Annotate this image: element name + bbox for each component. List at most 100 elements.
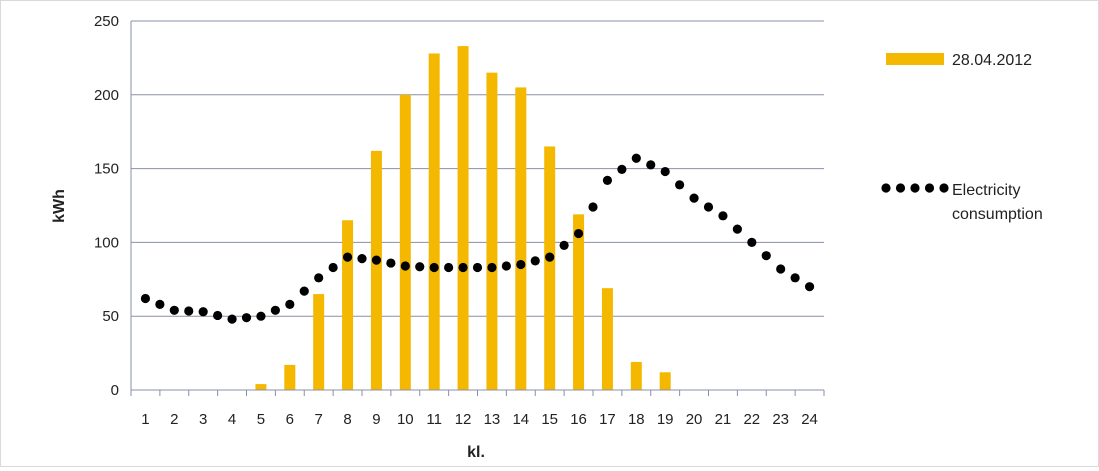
consumption-point <box>198 307 208 317</box>
y-tick-label: 200 <box>94 87 119 104</box>
x-tick-label: 10 <box>397 411 414 428</box>
consumption-point <box>400 261 410 271</box>
consumption-point <box>718 211 728 221</box>
bar <box>428 53 440 391</box>
legend: 28.04.2012 Electricity consumption <box>881 52 1043 223</box>
y-tick-label: 50 <box>102 308 119 325</box>
legend-label-line: Electricity consumption <box>952 182 1043 223</box>
consumption-point <box>516 259 526 270</box>
y-tick-label: 150 <box>94 161 119 178</box>
consumption-point <box>169 305 179 315</box>
bar <box>601 288 613 390</box>
x-tick-label: 7 <box>315 411 323 428</box>
legend-label-bars: 28.04.2012 <box>952 52 1032 69</box>
consumption-dot <box>530 256 540 266</box>
consumption-dot <box>703 202 714 212</box>
bar <box>630 361 642 390</box>
consumption-dot <box>213 310 223 321</box>
consumption-point <box>602 175 613 186</box>
x-tick-label: 5 <box>257 411 265 428</box>
x-axis-title: kl. <box>467 444 485 461</box>
consumption-point <box>747 237 757 247</box>
x-tick-label: 1 <box>141 411 149 428</box>
consumption-point <box>429 262 439 273</box>
x-tick-label: 9 <box>372 411 380 428</box>
x-tick-label: 16 <box>570 411 587 428</box>
consumption-dot <box>501 261 511 271</box>
consumption-dot <box>444 262 454 273</box>
x-tick-label: 12 <box>455 411 472 428</box>
bar <box>342 220 354 390</box>
x-tick-label: 6 <box>286 411 294 428</box>
legend-swatch-line <box>881 183 949 193</box>
consumption-dot <box>155 299 165 309</box>
bar <box>457 46 469 390</box>
consumption-point <box>545 252 555 262</box>
x-tick-label: 13 <box>484 411 501 428</box>
consumption-point <box>458 262 468 273</box>
consumption-dot <box>617 164 627 174</box>
consumption-point <box>227 314 237 324</box>
legend-label-line-2: consumption <box>952 206 1043 223</box>
consumption-point <box>631 153 641 163</box>
consumption-dot <box>790 273 800 283</box>
y-tick-label: 0 <box>111 382 119 399</box>
x-tick-label: 21 <box>715 411 732 428</box>
bar <box>255 384 267 390</box>
bar <box>370 150 382 390</box>
x-tick-label: 17 <box>599 411 616 428</box>
consumption-point <box>371 255 382 265</box>
consumption-point <box>804 282 815 292</box>
consumption-dot <box>559 240 569 250</box>
legend-dot <box>881 183 891 193</box>
consumption-dot <box>415 262 425 272</box>
legend-swatch-bars <box>886 53 944 65</box>
consumption-dot <box>732 224 742 234</box>
x-tick-label: 4 <box>228 411 236 428</box>
consumption-dot <box>588 202 598 212</box>
bar <box>544 146 556 390</box>
consumption-point <box>342 252 353 262</box>
consumption-dot <box>761 251 771 261</box>
consumption-dot <box>646 160 656 170</box>
consumption-dot <box>357 254 367 264</box>
bar <box>573 214 585 390</box>
consumption-dot <box>299 286 309 296</box>
x-tick-label: 3 <box>199 411 207 428</box>
consumption-dot <box>184 306 194 316</box>
x-tick-label: 11 <box>426 411 442 428</box>
consumption-point <box>256 311 266 321</box>
y-tick-label: 250 <box>94 13 119 30</box>
legend-dot <box>910 183 920 193</box>
legend-label-line-1: Electricity <box>952 182 1020 199</box>
consumption-dot <box>675 180 685 190</box>
consumption-series <box>140 153 815 324</box>
x-tick-label: 18 <box>628 411 645 428</box>
x-tick-label: 15 <box>541 411 558 428</box>
y-tick-label: 100 <box>94 234 119 251</box>
consumption-point <box>776 264 786 274</box>
bar <box>659 372 671 390</box>
legend-dot <box>924 183 935 193</box>
consumption-dot <box>386 258 396 268</box>
consumption-point <box>285 299 295 309</box>
x-tick-label: 2 <box>170 411 178 428</box>
bar <box>515 87 527 391</box>
x-tick-label: 23 <box>772 411 789 428</box>
consumption-point <box>689 193 699 203</box>
x-tick-label: 14 <box>512 411 529 428</box>
x-tick-label: 8 <box>343 411 351 428</box>
legend-dot <box>895 183 906 193</box>
x-tick-label: 20 <box>686 411 703 428</box>
x-tick-label: 19 <box>657 411 674 428</box>
x-tick-label: 24 <box>801 411 818 428</box>
consumption-point <box>487 262 497 273</box>
bar-series <box>255 46 671 391</box>
consumption-point <box>573 228 584 239</box>
consumption-point <box>660 166 670 177</box>
consumption-dot <box>472 262 483 273</box>
consumption-dot <box>328 262 338 273</box>
